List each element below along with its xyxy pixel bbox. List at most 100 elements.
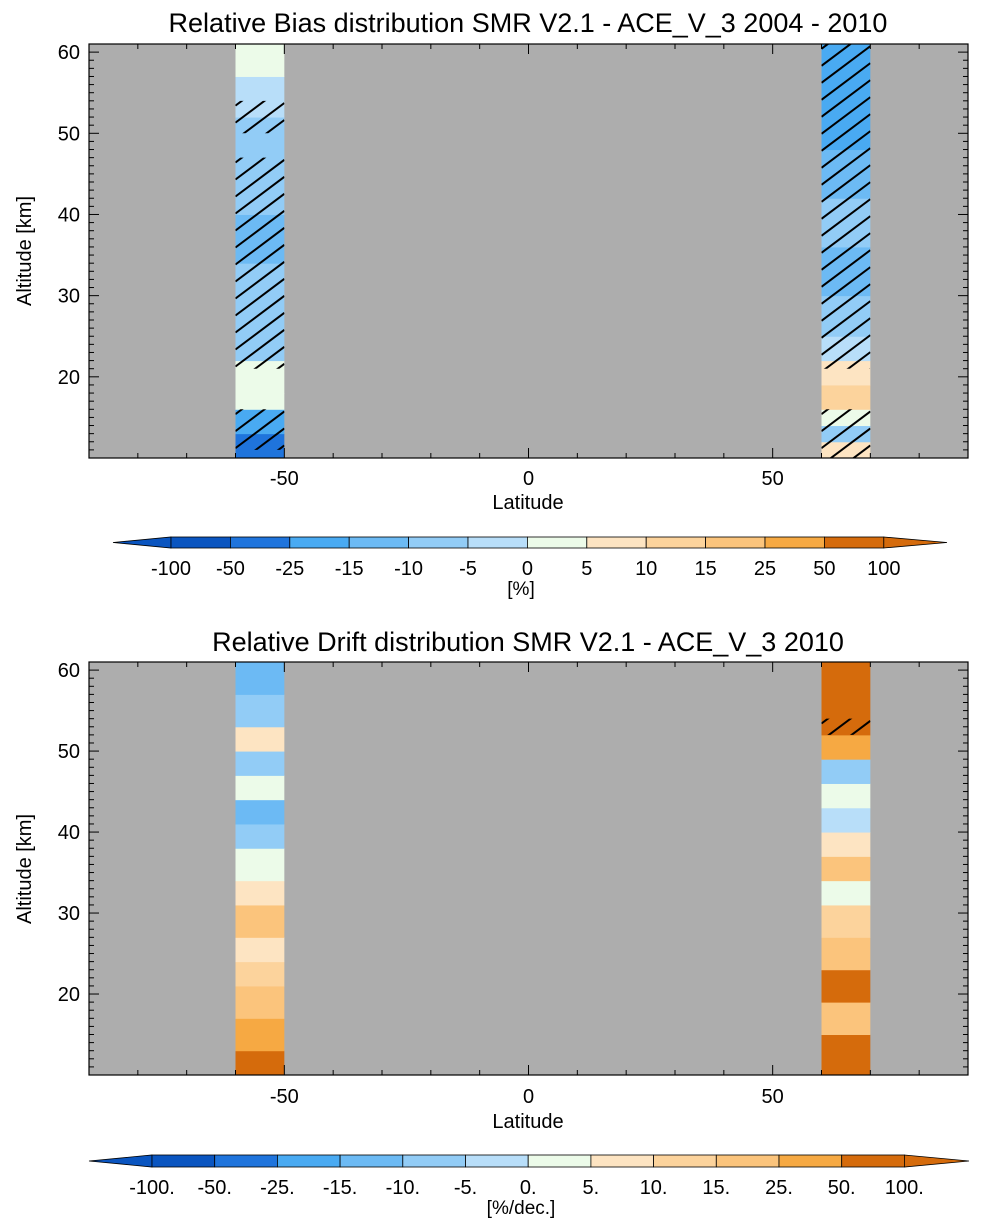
colorbar-tick-label: 25. <box>765 1177 793 1199</box>
data-cell <box>235 937 285 963</box>
hatch-line <box>821 300 871 339</box>
hatch-line <box>822 479 871 516</box>
bias-x-axis-label: Latitude <box>492 492 563 514</box>
colorbar-tick-label: -5. <box>454 1177 477 1199</box>
data-column <box>821 662 871 1075</box>
colorbar-segment <box>778 1154 843 1168</box>
colorbar-tick-label: -15. <box>323 1177 357 1199</box>
y-tick-label: 40 <box>58 204 80 226</box>
hatch-line <box>829 427 871 458</box>
y-tick-label: 60 <box>58 42 80 64</box>
colorbar-arrow-low <box>88 1154 153 1168</box>
data-cell <box>235 799 285 825</box>
colorbar-segment <box>824 536 885 549</box>
data-cell <box>821 662 871 736</box>
data-cell <box>821 384 871 410</box>
colorbar-segment <box>170 536 231 549</box>
hatch-line <box>821 215 871 254</box>
data-cell <box>235 694 285 728</box>
colorbar-tick-label: 0. <box>520 1177 537 1199</box>
colorbar-segment <box>151 1154 216 1168</box>
hatch-line <box>821 317 871 356</box>
hatch-line <box>235 227 285 266</box>
data-cell <box>821 937 871 971</box>
data-cell <box>821 360 871 386</box>
hatch-line <box>821 44 853 67</box>
hatch-line <box>235 176 285 215</box>
colorbar-tick-label: 0 <box>522 558 533 580</box>
bias-plot-area <box>89 44 968 516</box>
colorbar-tick-label: 5 <box>581 558 592 580</box>
hatch-line <box>821 113 871 152</box>
bias-panel: Relative Bias distribution SMR V2.1 - AC… <box>14 8 969 600</box>
bias-chart-title: Relative Bias distribution SMR V2.1 - AC… <box>169 8 888 38</box>
drift-plot-area <box>89 662 968 1075</box>
y-tick-label: 30 <box>58 286 80 308</box>
x-tick-label: 50 <box>762 1086 784 1108</box>
hatch-line <box>242 102 285 134</box>
data-cell <box>235 775 285 801</box>
hatch-line <box>235 159 285 198</box>
data-cell <box>235 263 285 313</box>
data-cell <box>235 961 285 987</box>
hatch-line <box>235 193 285 232</box>
data-cell <box>821 759 871 784</box>
data-cell <box>821 149 871 199</box>
hatch-region <box>235 409 285 450</box>
data-column <box>821 44 871 516</box>
data-cell <box>235 1050 285 1075</box>
colorbar-segment <box>645 536 707 549</box>
hatch-line <box>821 130 871 169</box>
colorbar-arrow-high <box>883 536 948 549</box>
data-cell <box>235 44 285 77</box>
colorbar-segment <box>408 536 469 549</box>
data-cell <box>821 100 871 151</box>
colorbar-tick-label: -25. <box>260 1177 294 1199</box>
data-cell <box>821 880 871 906</box>
colorbar-tick-label: 15 <box>694 558 716 580</box>
hatch-line <box>235 312 285 351</box>
data-cell <box>821 856 871 882</box>
data-column <box>235 44 285 458</box>
hatch-region <box>235 100 285 134</box>
drift-x-axis-label: Latitude <box>492 1111 563 1133</box>
data-cell <box>821 734 871 760</box>
hatch-region <box>235 157 285 369</box>
colorbar-tick-label: 5. <box>583 1177 600 1199</box>
hatch-line <box>827 718 853 735</box>
data-cell <box>821 44 871 102</box>
hatch-line <box>821 198 871 237</box>
data-cell <box>821 832 871 857</box>
data-cell <box>235 76 285 118</box>
colorbar-tick-label: 25 <box>754 558 776 580</box>
hatch-region <box>821 409 871 516</box>
colorbar-tick-label: -50. <box>197 1177 231 1199</box>
hatch-line <box>821 96 871 135</box>
colorbar-arrow-low <box>112 536 172 549</box>
colorbar-tick-label: -100. <box>129 1177 175 1199</box>
data-cell <box>821 1002 871 1036</box>
hatch-line <box>235 295 285 334</box>
colorbar-segment <box>590 1154 655 1168</box>
bias-y-axis-label: Altitude [km] <box>14 196 36 306</box>
bias-colorbar: -100 -50 -25 -15 -10 -5 0 5 10 15 25 50 100 <box>112 536 948 580</box>
colorbar-segment <box>348 536 410 549</box>
y-tick-label: 20 <box>58 367 80 389</box>
data-cell <box>235 751 285 776</box>
hatch-line <box>821 409 853 432</box>
colorbar-tick-label: -25 <box>275 558 304 580</box>
hatch-line <box>823 334 871 369</box>
hatch-line <box>851 444 871 458</box>
colorbar-segment <box>339 1154 404 1168</box>
hatch-region <box>821 44 871 369</box>
hatch-line <box>821 62 871 101</box>
hatch-line <box>235 409 267 432</box>
colorbar-segment <box>527 1154 592 1168</box>
colorbar-segment <box>229 536 291 549</box>
colorbar-tick-label: -10 <box>394 558 423 580</box>
x-tick-label: 0 <box>523 468 534 490</box>
colorbar-tick-label: -5 <box>459 558 477 580</box>
data-cell <box>821 904 871 938</box>
colorbar-segment <box>465 1154 529 1168</box>
